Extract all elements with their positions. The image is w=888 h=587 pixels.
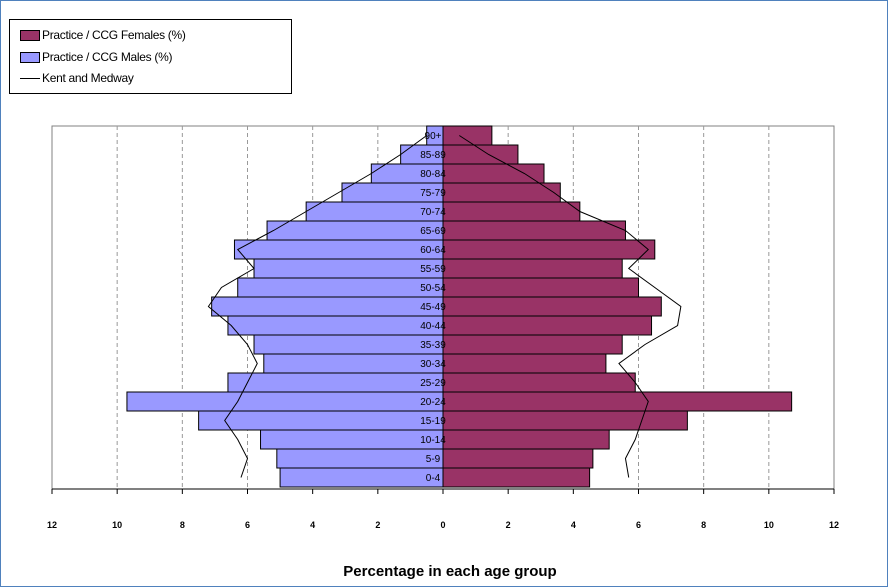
female-bar-55-59 (442, 258, 623, 279)
legend-swatch-males (20, 51, 40, 63)
legend-item-kent-medway: Kent and Medway (20, 70, 134, 86)
age-label-85-89: 85-89 (420, 150, 446, 161)
male-bar-0-4 (279, 467, 444, 488)
age-label-45-49: 45-49 (420, 302, 446, 313)
legend-label-kent-medway: Kent and Medway (42, 71, 134, 85)
female-bar-90+ (442, 125, 493, 146)
kent-medway-line-females (459, 135, 682, 478)
female-bar-0-4 (442, 467, 591, 488)
legend-label-females: Practice / CCG Females (%) (42, 28, 186, 42)
male-bar-65-69 (266, 220, 444, 241)
female-bar-70-74 (442, 201, 581, 222)
age-label-50-54: 50-54 (420, 283, 446, 294)
x-axis-title: Percentage in each age group (343, 563, 557, 580)
male-bar-25-29 (227, 372, 444, 393)
x-tick-label-10: 8 (701, 520, 706, 530)
male-bar-15-19 (198, 410, 444, 431)
female-bar-65-69 (442, 220, 626, 241)
age-label-90+: 90+ (425, 131, 442, 142)
male-bar-50-54 (237, 277, 444, 298)
age-label-30-34: 30-34 (420, 359, 446, 370)
male-bar-5-9 (276, 448, 444, 469)
age-label-75-79: 75-79 (420, 188, 446, 199)
age-label-65-69: 65-69 (420, 226, 446, 237)
female-bar-40-44 (442, 315, 653, 336)
x-tick-label-6: 0 (440, 520, 445, 530)
legend-item-males: Practice / CCG Males (%) (20, 49, 172, 65)
male-bar-40-44 (227, 315, 444, 336)
age-label-35-39: 35-39 (420, 340, 446, 351)
x-tick-label-2: 8 (180, 520, 185, 530)
age-label-10-14: 10-14 (420, 435, 446, 446)
age-label-5-9: 5-9 (426, 454, 441, 465)
legend-line-kent-medway (20, 77, 40, 79)
female-bar-45-49 (442, 296, 662, 317)
x-tick-label-12: 12 (829, 520, 839, 530)
age-label-15-19: 15-19 (420, 416, 446, 427)
legend-swatch-females (20, 29, 40, 41)
x-tick-label-5: 2 (375, 520, 380, 530)
age-label-80-84: 80-84 (420, 169, 446, 180)
female-bar-35-39 (442, 334, 623, 355)
age-label-40-44: 40-44 (420, 321, 446, 332)
female-bar-80-84 (442, 163, 545, 184)
x-tick-label-7: 2 (506, 520, 511, 530)
age-label-25-29: 25-29 (420, 378, 446, 389)
x-tick-label-0: 12 (47, 520, 57, 530)
male-bar-55-59 (253, 258, 444, 279)
male-bar-10-14 (260, 429, 444, 450)
x-tick-label-8: 4 (571, 520, 576, 530)
female-bar-50-54 (442, 277, 639, 298)
female-bar-30-34 (442, 353, 607, 374)
age-label-20-24: 20-24 (420, 397, 446, 408)
male-bar-60-64 (233, 239, 444, 260)
x-tick-label-3: 6 (245, 520, 250, 530)
age-label-55-59: 55-59 (420, 264, 446, 275)
legend-label-males: Practice / CCG Males (%) (42, 50, 173, 64)
age-label-0-4: 0-4 (426, 473, 441, 484)
male-bar-35-39 (253, 334, 444, 355)
female-bar-10-14 (442, 429, 610, 450)
legend-item-females: Practice / CCG Females (%) (20, 27, 186, 43)
female-bar-15-19 (442, 410, 688, 431)
male-bar-45-49 (211, 296, 444, 317)
x-tick-label-11: 10 (764, 520, 774, 530)
age-label-70-74: 70-74 (420, 207, 446, 218)
female-bar-20-24 (442, 391, 793, 412)
male-bar-20-24 (126, 391, 444, 412)
female-bar-5-9 (442, 448, 594, 469)
x-tick-label-4: 4 (310, 520, 315, 530)
female-bar-60-64 (442, 239, 656, 260)
female-bar-25-29 (442, 372, 636, 393)
x-tick-label-1: 10 (112, 520, 122, 530)
chart-legend: Practice / CCG Females (%) Practice / CC… (9, 19, 292, 94)
kent-medway-line-males (207, 135, 428, 478)
age-label-60-64: 60-64 (420, 245, 446, 256)
male-bar-30-34 (263, 353, 444, 374)
female-bar-85-89 (442, 144, 519, 165)
x-tick-label-9: 6 (636, 520, 641, 530)
